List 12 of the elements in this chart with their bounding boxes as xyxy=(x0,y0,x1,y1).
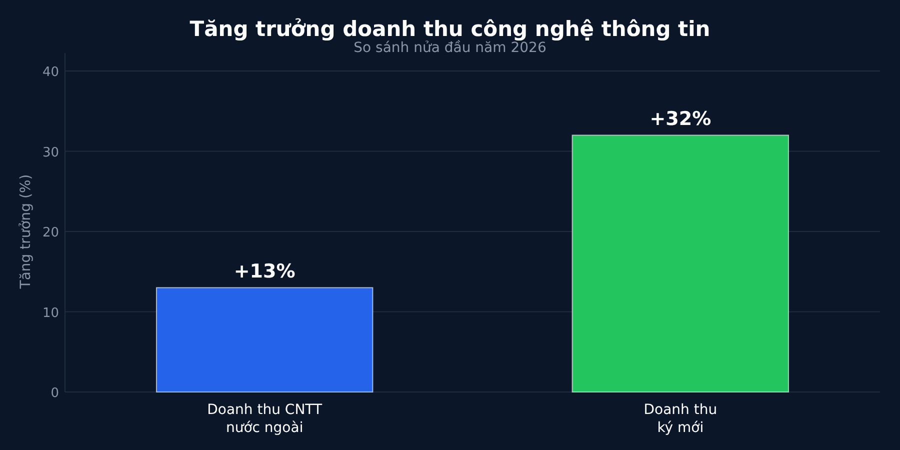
y-tick-label: 30 xyxy=(42,145,59,160)
data-label: +13% xyxy=(234,260,296,283)
y-tick-label: 0 xyxy=(50,386,59,401)
y-tick-label: 20 xyxy=(42,226,59,240)
chart-title: Tăng trưởng doanh thu công nghệ thông tin xyxy=(190,17,710,41)
data-label: +32% xyxy=(650,108,712,130)
x-tick-label: Doanh thu ký mới xyxy=(644,402,718,436)
y-axis-title: Tăng trưởng (%) xyxy=(18,174,34,290)
y-tick-label: 40 xyxy=(42,65,59,80)
x-tick-label: Doanh thu CNTT nước ngoài xyxy=(207,402,322,436)
y-tick-label: 10 xyxy=(42,306,59,321)
chart-subtitle: So sánh nửa đầu năm 2026 xyxy=(354,40,546,56)
